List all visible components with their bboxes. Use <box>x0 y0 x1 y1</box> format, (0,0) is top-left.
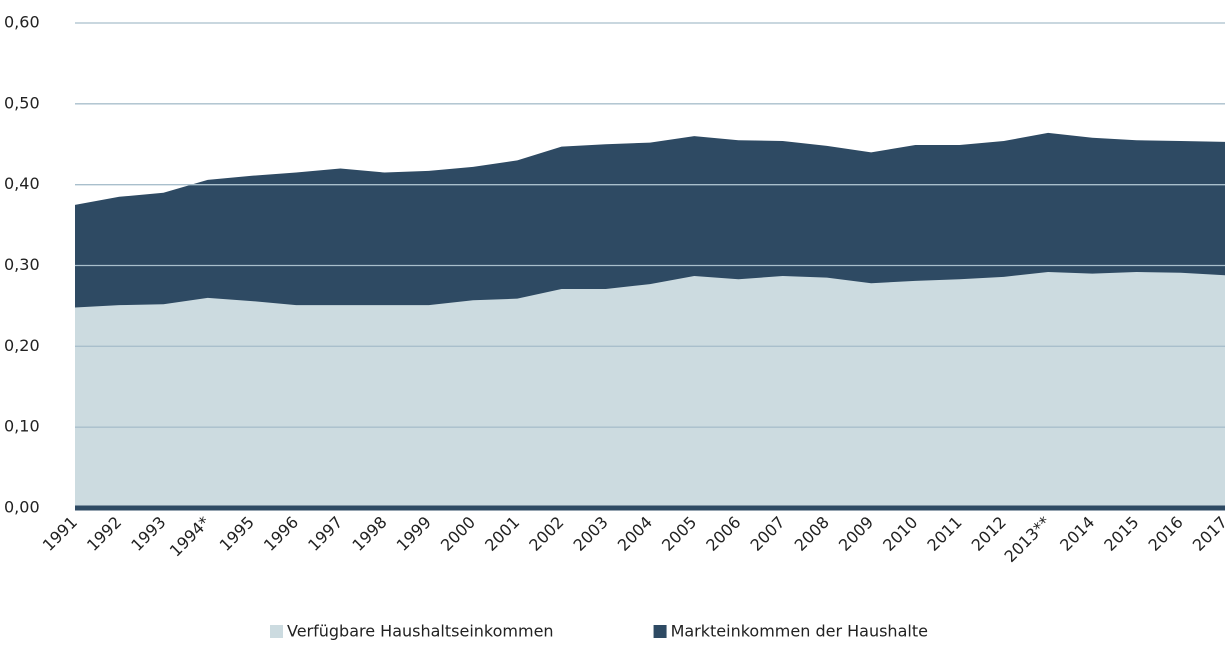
y-tick-label: 0,50 <box>4 93 40 112</box>
x-tick-label: 2000 <box>437 513 479 555</box>
x-tick-label: 2017 <box>1189 513 1231 555</box>
x-tick-label: 2015 <box>1100 513 1142 555</box>
x-tick-label: 1999 <box>393 513 435 555</box>
x-tick-label: 2013** <box>1001 513 1055 567</box>
x-tick-label: 1994* <box>166 513 214 561</box>
x-tick-label: 2009 <box>835 513 877 555</box>
x-tick-label: 2004 <box>614 513 656 555</box>
x-tick-label: 2010 <box>879 513 921 555</box>
x-tick-label: 2007 <box>746 513 788 555</box>
x-tick-label: 1993 <box>127 513 169 555</box>
legend-label: Markteinkommen der Haushalte <box>671 622 928 641</box>
x-tick-label: 1992 <box>83 513 125 555</box>
x-tick-label: 1991 <box>39 513 81 555</box>
y-tick-label: 0,30 <box>4 255 40 274</box>
y-tick-label: 0,20 <box>4 336 40 355</box>
x-tick-label: 2001 <box>481 513 523 555</box>
x-tick-label: 2016 <box>1145 513 1187 555</box>
legend-swatch <box>270 625 283 638</box>
x-tick-label: 2005 <box>658 513 700 555</box>
x-tick-label: 2006 <box>702 513 744 555</box>
legend-label: Verfügbare Haushaltseinkommen <box>287 622 554 641</box>
x-tick-label: 1998 <box>348 513 390 555</box>
x-tick-label: 2014 <box>1056 513 1098 555</box>
x-tick-label: 2003 <box>570 513 612 555</box>
x-tick-label: 2002 <box>525 513 567 555</box>
x-tick-label: 1996 <box>260 513 302 555</box>
legend: Verfügbare Haushaltseinkommen Markteinkom… <box>270 622 928 641</box>
x-tick-label: 2008 <box>791 513 833 555</box>
legend-swatch <box>653 625 667 638</box>
x-tick-label: 2011 <box>923 513 965 555</box>
y-tick-label: 0,40 <box>4 174 40 193</box>
area <box>75 271 1225 508</box>
y-tick-label: 0,00 <box>4 498 40 517</box>
x-tick-label: 1995 <box>216 513 258 555</box>
y-tick-label: 0,60 <box>4 13 40 32</box>
y-tick-label: 0,10 <box>4 417 40 436</box>
x-tick-label: 1997 <box>304 513 346 555</box>
